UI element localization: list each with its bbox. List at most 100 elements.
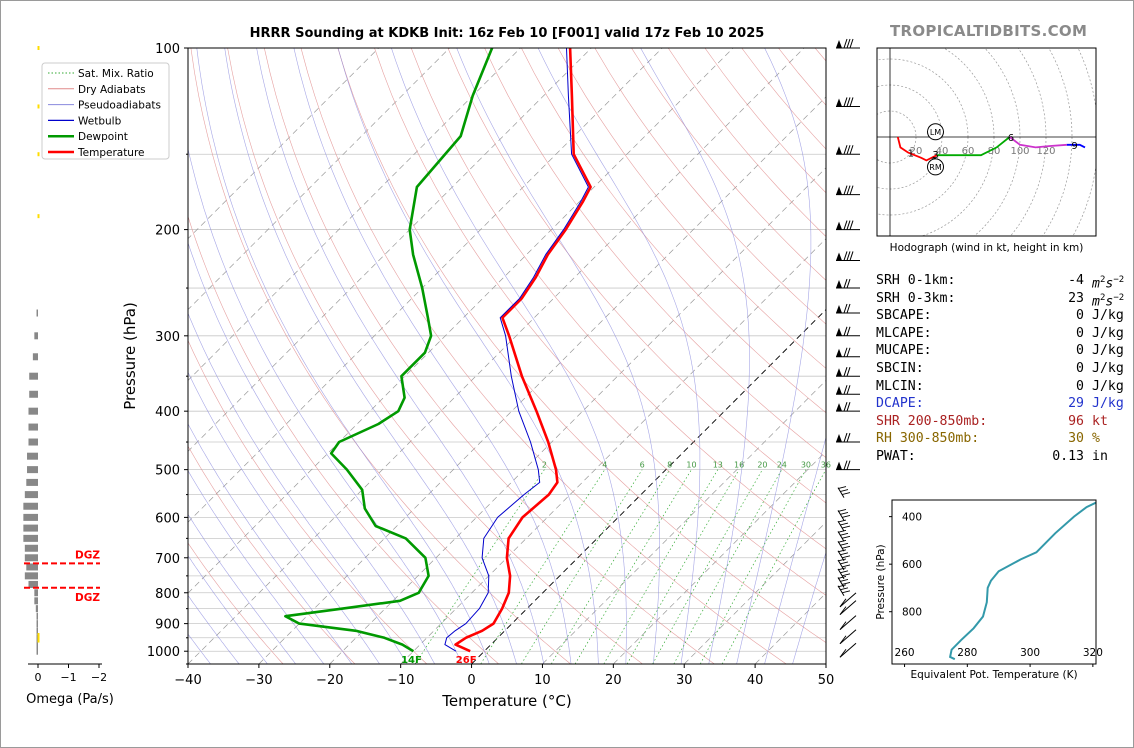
wind-barb-feather xyxy=(843,185,848,195)
dry-adiabat-line xyxy=(521,48,826,414)
wind-barb-feather xyxy=(849,220,854,230)
wind-barb-feather xyxy=(846,185,851,195)
wind-barb-feather xyxy=(846,251,851,261)
dry-adiabat-line xyxy=(484,48,826,459)
isotherm-line xyxy=(188,48,450,311)
x-tick-label: −30 xyxy=(245,673,272,688)
index-row: MUCAPE: 0 J/kg xyxy=(876,342,1124,360)
wind-barb-feather xyxy=(843,385,848,395)
x-tick-label: −10 xyxy=(387,673,414,688)
wind-barb-feather xyxy=(843,367,848,377)
index-row: SBCIN: 0 J/kg xyxy=(876,360,1124,378)
chart-title: HRRR Sounding at KDKB Init: 16z Feb 10 [… xyxy=(249,26,765,41)
hodograph-caption: Hodograph (wind in kt, height in km) xyxy=(890,242,1084,254)
wind-barb-feather xyxy=(846,145,851,155)
zero-isotherm-line xyxy=(471,308,826,664)
index-value: 0.13 xyxy=(1052,448,1084,464)
mixing-ratio-line xyxy=(673,469,783,664)
wind-barb xyxy=(839,629,857,645)
storm-motion-marker xyxy=(927,158,944,176)
mixing-ratio-line xyxy=(550,469,670,664)
wind-barb-pennant xyxy=(836,403,842,412)
wind-barb-feather xyxy=(839,579,849,582)
omega-tick-label: −2 xyxy=(91,671,107,684)
y-tick-label: 900 xyxy=(155,618,180,633)
omega-bar xyxy=(36,647,38,655)
wind-barb xyxy=(837,486,851,498)
wind-barb-feather xyxy=(839,621,847,630)
wind-barb-staff xyxy=(837,487,845,498)
mixing-ratio-label: 4 xyxy=(602,461,607,470)
mixing-ratio-label: 2 xyxy=(542,461,547,470)
isotherm-line xyxy=(188,48,379,240)
wind-barb-feather xyxy=(837,519,847,523)
wind-barb-feather xyxy=(839,570,849,574)
theta-y-tick-label: 800 xyxy=(902,607,922,619)
theta-x-tick-label: 320 xyxy=(1083,647,1103,659)
hodograph-frame xyxy=(876,47,1097,237)
y-tick-label: 600 xyxy=(155,511,180,526)
x-tick-label: −20 xyxy=(316,673,343,688)
hodo-ring-label: 80 xyxy=(988,146,1001,157)
wind-barb-feather xyxy=(841,535,851,539)
wind-barb xyxy=(836,220,860,231)
index-name: SHR 200-850mb: xyxy=(876,413,988,429)
wind-barb xyxy=(837,539,851,552)
skew-t-plot-area xyxy=(188,48,826,664)
wind-barb-staff xyxy=(839,600,857,616)
wind-barb-feather xyxy=(839,542,849,546)
wind-barb xyxy=(837,508,851,521)
omega-bar xyxy=(24,544,38,552)
omega-bar xyxy=(36,634,38,642)
index-name: SRH 0-1km: xyxy=(876,273,956,288)
omega-bar xyxy=(28,438,38,446)
wind-barb xyxy=(836,185,860,196)
mixing-ratio-line xyxy=(521,469,643,664)
pseudoadiabat-line xyxy=(736,48,812,664)
hodo-height-label: 3 xyxy=(932,150,938,161)
wind-barb xyxy=(839,642,857,658)
wind-barb-feather xyxy=(846,38,851,49)
mixing-ratio-label: 10 xyxy=(686,461,696,470)
dry-adiabat-line xyxy=(188,339,428,664)
omega-bar xyxy=(32,353,38,361)
mixing-ratio-label: 8 xyxy=(667,461,672,470)
wind-barb-pennant xyxy=(836,98,842,107)
hodo-height-label: 6 xyxy=(1008,133,1014,144)
dry-adiabat-line xyxy=(188,542,284,664)
dry-adiabat-line xyxy=(557,48,826,369)
index-unit: % xyxy=(1092,431,1100,447)
index-value: 0 xyxy=(1076,343,1084,359)
wind-barb xyxy=(836,251,860,261)
index-row: MLCIN: 0 J/kg xyxy=(876,378,1124,396)
wind-barb-feather xyxy=(849,145,854,155)
dewpoint-line xyxy=(284,47,494,653)
omega-bar xyxy=(27,452,38,460)
index-unit: m2s−2 xyxy=(1092,292,1125,309)
omega-trace-bar xyxy=(37,214,40,219)
dry-adiabat-line xyxy=(594,48,826,325)
wind-barb xyxy=(839,600,857,616)
omega-bar xyxy=(34,589,38,597)
wind-barb-pennant xyxy=(836,348,842,357)
omega-bar xyxy=(34,332,38,340)
wind-barb-pennant xyxy=(836,368,842,377)
wind-barb-feather xyxy=(839,606,847,615)
storm-motion-label: RM xyxy=(929,163,942,172)
wind-barb-feather xyxy=(843,432,848,443)
wind-barb-feather xyxy=(846,326,851,336)
legend-label: Temperature xyxy=(77,147,145,159)
hodo-ring-label: 120 xyxy=(1036,146,1055,157)
hodo-ring-label: 20 xyxy=(910,146,923,157)
pseudoadiabat-line xyxy=(792,551,826,664)
omega-trace-bar xyxy=(37,638,40,643)
omega-bar xyxy=(23,524,38,532)
temperature-line xyxy=(454,47,592,653)
wind-barb xyxy=(836,402,860,412)
wind-barb-feather xyxy=(843,303,848,314)
omega-bar xyxy=(35,605,38,613)
dry-adiabat-line xyxy=(190,48,571,664)
omega-bar xyxy=(24,572,38,580)
omega-bar xyxy=(28,407,38,415)
